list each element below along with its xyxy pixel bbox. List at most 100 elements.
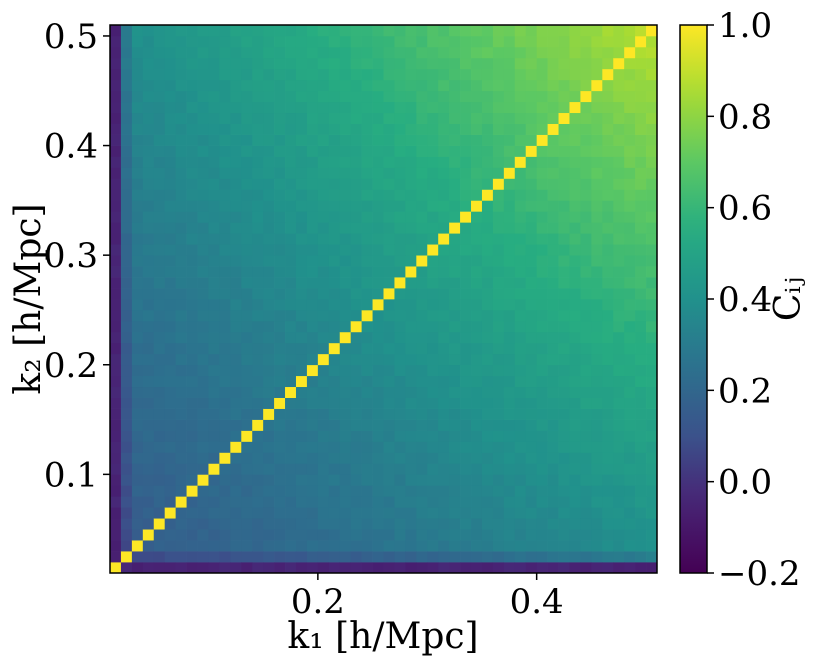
heatmap-cell	[208, 452, 220, 464]
heatmap-cell	[427, 167, 439, 179]
heatmap-cell	[306, 485, 319, 497]
heatmap-cell	[241, 408, 253, 420]
heatmap-cell	[328, 452, 341, 464]
heatmap-cell	[306, 386, 319, 398]
heatmap-cell	[197, 562, 209, 574]
heatmap-cell	[186, 189, 198, 201]
heatmap-cell	[646, 452, 658, 464]
heatmap-cell	[602, 145, 614, 157]
heatmap-cell	[317, 255, 330, 267]
heatmap-cell	[142, 134, 155, 146]
heatmap-cell	[481, 375, 494, 388]
heatmap-cell	[110, 145, 122, 157]
heatmap-cell	[339, 551, 352, 563]
heatmap-cell	[547, 233, 559, 245]
heatmap-cell	[186, 441, 198, 453]
heatmap-cell	[361, 331, 373, 344]
heatmap-cell	[263, 112, 275, 124]
heatmap-cell	[492, 299, 505, 311]
heatmap-cell	[580, 342, 592, 355]
heatmap-cell	[492, 463, 505, 475]
heatmap-cell	[569, 46, 581, 59]
heatmap-cell	[252, 299, 264, 311]
heatmap-cell	[481, 35, 494, 48]
heatmap-cell	[449, 200, 461, 212]
heatmap-cell-diagonal	[613, 57, 625, 70]
heatmap-cell	[471, 255, 483, 267]
heatmap-cell	[208, 331, 220, 344]
heatmap-cell	[602, 101, 614, 114]
heatmap-cell	[602, 342, 614, 355]
heatmap-cell	[427, 496, 439, 508]
heatmap-cell	[263, 79, 275, 92]
heatmap-cell	[306, 397, 319, 409]
heatmap-cell	[438, 452, 450, 464]
heatmap-cell	[481, 474, 494, 486]
heatmap-cell	[471, 244, 483, 256]
heatmap-cell	[569, 529, 581, 541]
heatmap-cell	[383, 167, 395, 179]
heatmap-cell	[186, 496, 198, 508]
heatmap-cell	[361, 46, 373, 59]
heatmap-cell	[219, 178, 231, 190]
heatmap-cell	[438, 430, 450, 442]
heatmap-cell	[197, 529, 209, 541]
heatmap-cell	[602, 419, 614, 431]
heatmap-cell	[416, 430, 428, 442]
heatmap-cell	[624, 463, 636, 475]
heatmap-cell	[110, 123, 122, 135]
heatmap-cell	[569, 112, 581, 124]
heatmap-cell	[547, 551, 559, 563]
heatmap-cell	[569, 200, 581, 212]
heatmap-cell	[613, 452, 625, 464]
heatmap-cell	[241, 46, 253, 59]
heatmap-cell	[427, 277, 439, 289]
heatmap-cell	[241, 485, 253, 497]
heatmap-cell	[142, 507, 155, 519]
heatmap-cell	[449, 25, 461, 37]
heatmap-cell	[306, 299, 319, 311]
heatmap-cell	[481, 331, 494, 344]
heatmap-cell	[635, 189, 647, 201]
heatmap-cell	[591, 189, 603, 201]
heatmap-cell	[405, 518, 417, 530]
heatmap-cell	[624, 145, 636, 157]
heatmap-cell	[449, 430, 461, 442]
heatmap-cell	[394, 375, 406, 388]
heatmap-cell	[164, 101, 176, 114]
heatmap-cell	[110, 288, 122, 300]
heatmap-cell	[142, 68, 155, 81]
heatmap-cell	[635, 299, 647, 311]
heatmap-cell	[120, 540, 133, 552]
heatmap-cell	[175, 134, 187, 146]
heatmap-cell	[120, 288, 133, 300]
heatmap-cell	[438, 364, 450, 377]
heatmap-cell	[427, 156, 439, 168]
heatmap-cell	[646, 507, 658, 519]
heatmap-cell	[208, 277, 220, 289]
heatmap-cell	[624, 474, 636, 486]
heatmap-cell	[295, 518, 308, 530]
heatmap-cell	[110, 112, 122, 124]
heatmap-cell	[317, 156, 330, 168]
heatmap-cell	[252, 233, 264, 245]
heatmap-cell	[514, 101, 527, 114]
heatmap-cell	[503, 156, 516, 168]
heatmap-cell	[394, 233, 406, 245]
heatmap-cell	[646, 386, 658, 398]
heatmap-cell	[547, 189, 559, 201]
heatmap-cell	[285, 320, 297, 333]
heatmap-cell	[274, 551, 286, 563]
heatmap-cell	[492, 342, 505, 355]
heatmap-cell	[624, 25, 636, 37]
heatmap-cell	[252, 551, 264, 563]
heatmap-cell	[197, 25, 209, 37]
heatmap-cell	[317, 101, 330, 114]
heatmap-cell	[350, 101, 362, 114]
heatmap-cell	[427, 68, 439, 81]
heatmap-cell	[558, 507, 570, 519]
heatmap-cell	[361, 419, 373, 431]
heatmap-cell	[438, 309, 450, 322]
heatmap-cell	[405, 167, 417, 179]
